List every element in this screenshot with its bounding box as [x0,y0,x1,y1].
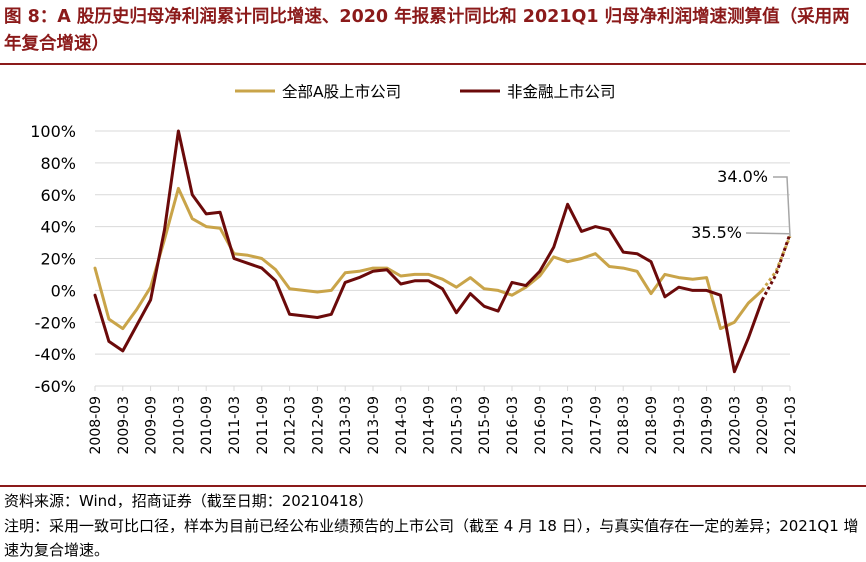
x-tick-label: 2018-03 [616,396,632,455]
x-axis-tick-labels: 2008-09 2009-03 2009-09 2010-03 2010-09 2011-… [88,396,799,455]
title-divider [0,63,866,65]
x-tick-label: 2015-09 [477,396,493,455]
x-tick-label: 2013-09 [366,396,382,455]
x-tick-label: 2012-09 [310,396,326,455]
y-tick-label: 100% [30,122,76,141]
x-tick-label: 2017-09 [588,396,604,455]
x-tick-label: 2012-03 [283,396,299,455]
y-tick-label: -60% [35,377,76,396]
note-text: 注明：采用一致可比口径，样本为目前已经公布业绩预告的上市公司（截至 4 月 18… [4,517,859,559]
x-tick-label: 2020-09 [755,396,771,455]
x-tick-label: 2018-09 [644,396,660,455]
series-projection-0 [760,235,792,292]
x-tick-label: 2020-03 [727,396,743,455]
y-tick-label: 40% [40,218,76,237]
legend: 全部A股上市公司 非金融上市公司 [235,83,616,101]
x-tick-label: 2009-03 [116,396,132,455]
legend-label: 非金融上市公司 [507,83,616,101]
footer-divider [0,485,866,487]
source-text: 资料来源：Wind，招商证券（截至日期：20210418） [4,492,374,510]
x-tick-label: 2010-03 [171,396,187,455]
x-tick-label: 2014-09 [422,396,438,455]
y-axis-tick-labels: -60% -40% -20% 0% 20% 40% 60% 80% 100% [30,122,76,396]
x-tick-label: 2011-03 [227,396,243,455]
series-line-1 [93,129,764,374]
series-lines [93,129,792,374]
y-tick-label: 0% [51,281,76,300]
x-tick-label: 2014-03 [394,396,410,455]
annotation-label: 35.5% [691,223,742,242]
x-tick-label: 2010-09 [199,396,215,455]
y-tick-label: -20% [35,313,76,332]
y-tick-label: -40% [35,345,76,364]
x-tick-label: 2013-03 [338,396,354,455]
annotation-leader [745,232,791,235]
annotation-label: 34.0% [717,167,768,186]
series-line-0 [93,186,764,331]
growth-line-chart: -60%-40%-20%0%20%40%60%80%100% 2008-09 20… [30,83,799,455]
x-tick-label: 2015-03 [449,396,465,455]
x-tick-label: 2009-09 [144,396,160,455]
legend-label: 全部A股上市公司 [282,83,401,101]
x-tick-label: 2017-03 [561,396,577,455]
gridlines [94,130,791,391]
figure-title: 图 8：A 股历史归母净利润累计同比增速、2020 年报累计同比和 2021Q1… [4,7,850,54]
annotations: 34.0% 35.5% [691,167,791,242]
x-tick-label: 2011-09 [255,396,271,455]
y-tick-label: 20% [40,250,76,269]
x-tick-label: 2008-09 [88,396,104,455]
x-tick-label: 2016-09 [533,396,549,455]
x-tick-label: 2021-03 [783,396,799,455]
x-tick-label: 2019-09 [700,396,716,455]
x-tick-label: 2019-03 [672,396,688,455]
y-tick-label: 80% [40,154,76,173]
y-tick-label: 60% [40,186,76,205]
x-tick-label: 2016-03 [505,396,521,455]
annotation-leader [773,176,791,237]
